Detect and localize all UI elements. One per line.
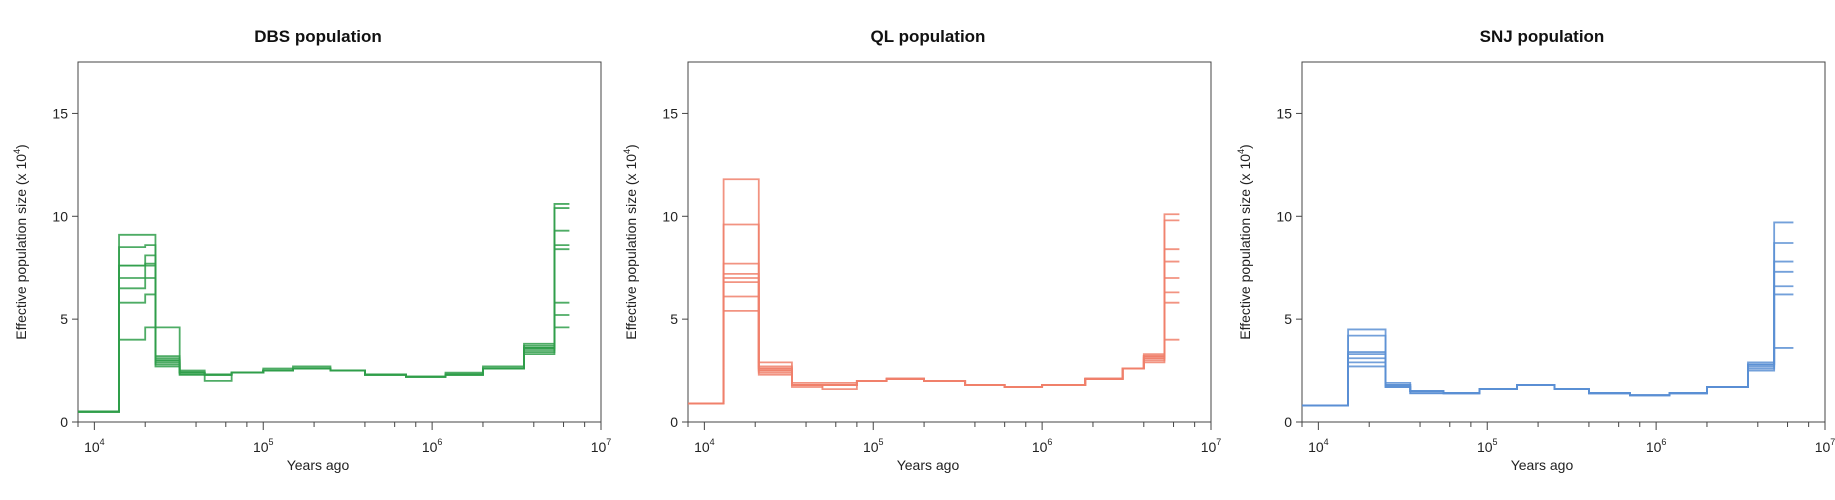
x-axis-label: Years ago: [897, 457, 960, 473]
series-line-7: [688, 281, 1180, 405]
series-line-2: [1302, 242, 1794, 407]
x-tick-label: 106: [422, 437, 443, 455]
x-tick-label: 105: [1477, 437, 1498, 455]
panel-title: SNJ population: [1480, 27, 1605, 46]
y-axis-label-exponent: 4: [1236, 149, 1246, 154]
series-line-1: [1302, 221, 1794, 407]
y-axis-label-exponent: 4: [622, 149, 632, 154]
x-tick-label: 107: [1201, 437, 1222, 455]
y-axis-ticks: 0 5 10 15: [1276, 105, 1302, 430]
y-tick-label: 10: [52, 208, 68, 224]
series-line-3: [1302, 260, 1794, 407]
y-axis-label: Effective population size (x 104): [622, 144, 639, 339]
y-axis-label: Effective population size (x 104): [12, 144, 29, 339]
series-line-7: [1302, 347, 1794, 407]
y-tick-label: 15: [52, 105, 68, 121]
x-tick-label: 105: [253, 437, 274, 455]
series-line-1: [78, 207, 570, 413]
plot-frame: [77, 61, 602, 423]
y-axis-label-text: Effective population size (x 10: [13, 154, 29, 340]
x-tick-label: 106: [1032, 437, 1053, 455]
y-tick-label: 15: [662, 105, 678, 121]
x-tick-label: 107: [1815, 437, 1835, 455]
y-tick-label: 5: [60, 311, 68, 327]
y-axis-label-text: Effective population size (x 10: [623, 154, 639, 340]
y-tick-label: 0: [1284, 414, 1292, 430]
panel-ql: QL population 0 5 10 15 104 105 106 107 Years …: [622, 27, 1221, 473]
y-axis-label-close: ): [623, 144, 639, 149]
y-axis-ticks: 0 5 10 15: [52, 105, 78, 430]
series-layer: [1302, 221, 1794, 407]
x-axis-label: Years ago: [287, 457, 350, 473]
series-line-5: [78, 262, 570, 413]
y-tick-label: 10: [1276, 208, 1292, 224]
y-tick-label: 0: [670, 414, 678, 430]
x-axis-ticks: 104 105 106 107: [687, 422, 1222, 455]
series-layer: [688, 178, 1180, 405]
series-line-4: [688, 260, 1180, 405]
x-axis-ticks: 104 105 106 107: [1301, 422, 1835, 455]
series-line-6: [688, 291, 1180, 405]
x-axis-label: Years ago: [1511, 457, 1574, 473]
y-axis-label-text: Effective population size (x 10: [1237, 154, 1253, 340]
x-axis-ticks: 104 105 106 107: [77, 422, 612, 455]
y-axis-label-close: ): [13, 144, 29, 149]
y-tick-label: 0: [60, 414, 68, 430]
series-line-8: [688, 277, 1180, 405]
x-tick-label: 105: [863, 437, 884, 455]
x-tick-label: 104: [694, 437, 715, 455]
y-axis-label: Effective population size (x 104): [1236, 144, 1253, 339]
series-line-6: [1302, 293, 1794, 407]
y-axis-label-close: ): [1237, 144, 1253, 149]
panel-dbs: DBS population 0 5 10 15 104 105 106 107 Years…: [12, 27, 611, 473]
panel-title: DBS population: [254, 27, 381, 46]
series-line-2: [688, 219, 1180, 405]
panel-title: QL population: [871, 27, 986, 46]
x-tick-label: 104: [1308, 437, 1329, 455]
plot-frame: [1301, 61, 1826, 423]
y-axis-ticks: 0 5 10 15: [662, 105, 688, 430]
series-line-2: [78, 229, 570, 413]
series-line-4: [78, 326, 570, 413]
series-line-5: [688, 277, 1180, 405]
x-tick-label: 104: [84, 437, 105, 455]
y-tick-label: 5: [670, 311, 678, 327]
panel-snj: SNJ population 0 5 10 15 104 105 106 107 Years…: [1236, 27, 1835, 473]
y-tick-label: 10: [662, 208, 678, 224]
x-tick-label: 106: [1646, 437, 1667, 455]
plot-frame: [687, 61, 1212, 423]
series-line-3: [78, 244, 570, 413]
series-layer: [78, 203, 570, 413]
y-axis-label-exponent: 4: [12, 149, 22, 154]
series-line-8: [78, 248, 570, 413]
y-tick-label: 15: [1276, 105, 1292, 121]
y-tick-label: 5: [1284, 311, 1292, 327]
series-line-7: [78, 277, 570, 413]
x-tick-label: 107: [591, 437, 612, 455]
